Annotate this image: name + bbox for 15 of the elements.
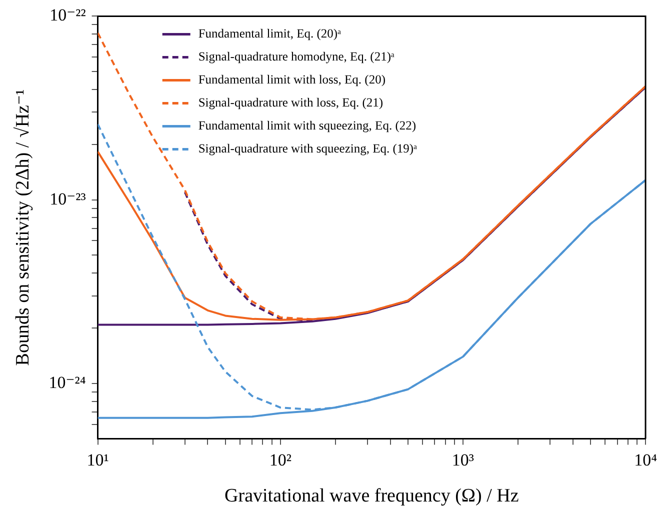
y-axis-title: Bounds on sensitivity (2Δh) / √Hz⁻¹: [12, 89, 34, 366]
y-tick-label: 10⁻²²: [50, 6, 86, 25]
legend-label: Fundamental limit with squeezing, Eq. (22): [198, 118, 416, 132]
y-tick-label: 10⁻²⁴: [48, 372, 86, 392]
x-axis-title: Gravitational wave frequency (Ω) / Hz: [224, 486, 519, 507]
legend-label: Signal-quadrature with loss, Eq. (21): [198, 95, 384, 110]
legend-label: Fundamental limit, Eq. (20)ᵃ: [198, 26, 342, 40]
legend-label: Signal-quadrature with squeezing, Eq. (19)ᵃ: [198, 141, 418, 156]
y-tick-label: 10⁻²³: [50, 189, 86, 208]
legend-label: Fundamental limit with loss, Eq. (20): [198, 72, 386, 86]
x-tick-label: 10⁴: [634, 450, 658, 470]
x-tick-label: 10²: [269, 450, 292, 470]
x-tick-label: 10³: [452, 450, 474, 470]
legend-label: Signal-quadrature homodyne, Eq. (21)ᵃ: [198, 49, 396, 64]
x-tick-label: 10¹: [86, 450, 109, 470]
